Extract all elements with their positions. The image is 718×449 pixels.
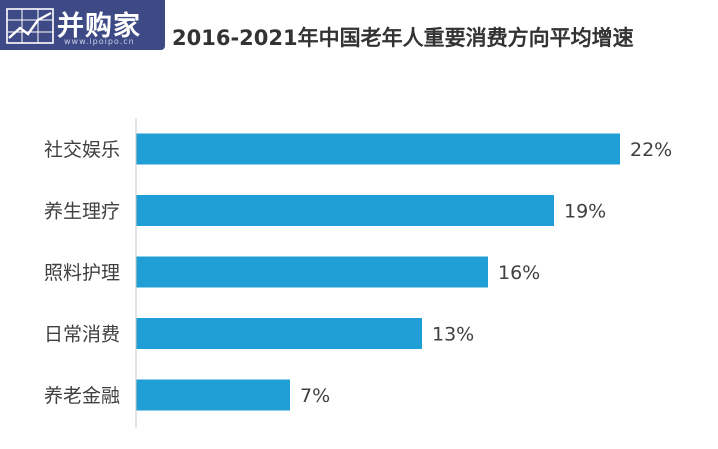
bar: [136, 318, 422, 349]
category-label: 照料护理: [44, 262, 120, 284]
data-label: 16%: [498, 262, 540, 284]
bar: [136, 379, 290, 411]
category-label: 日常消费: [44, 324, 120, 346]
logo-text: 并购家: [57, 11, 141, 42]
category-label: 社交娱乐: [44, 139, 120, 161]
data-label: 19%: [564, 201, 606, 223]
chart-title: 2016-2021年中国老年人重要消费方向平均增速: [172, 26, 634, 50]
data-label: 13%: [432, 324, 474, 346]
data-label: 7%: [300, 385, 330, 407]
bar: [136, 256, 488, 288]
logo-subtext: www.ipoipo.cn: [64, 37, 135, 46]
bar: [136, 195, 554, 226]
data-label: 22%: [630, 139, 672, 161]
category-label: 养老金融: [44, 385, 120, 407]
category-label: 养生理疗: [44, 201, 120, 223]
bar: [136, 133, 620, 165]
logo-badge: 并购家 www.ipoipo.cn: [0, 0, 165, 50]
chart-grid-icon: [6, 8, 54, 44]
